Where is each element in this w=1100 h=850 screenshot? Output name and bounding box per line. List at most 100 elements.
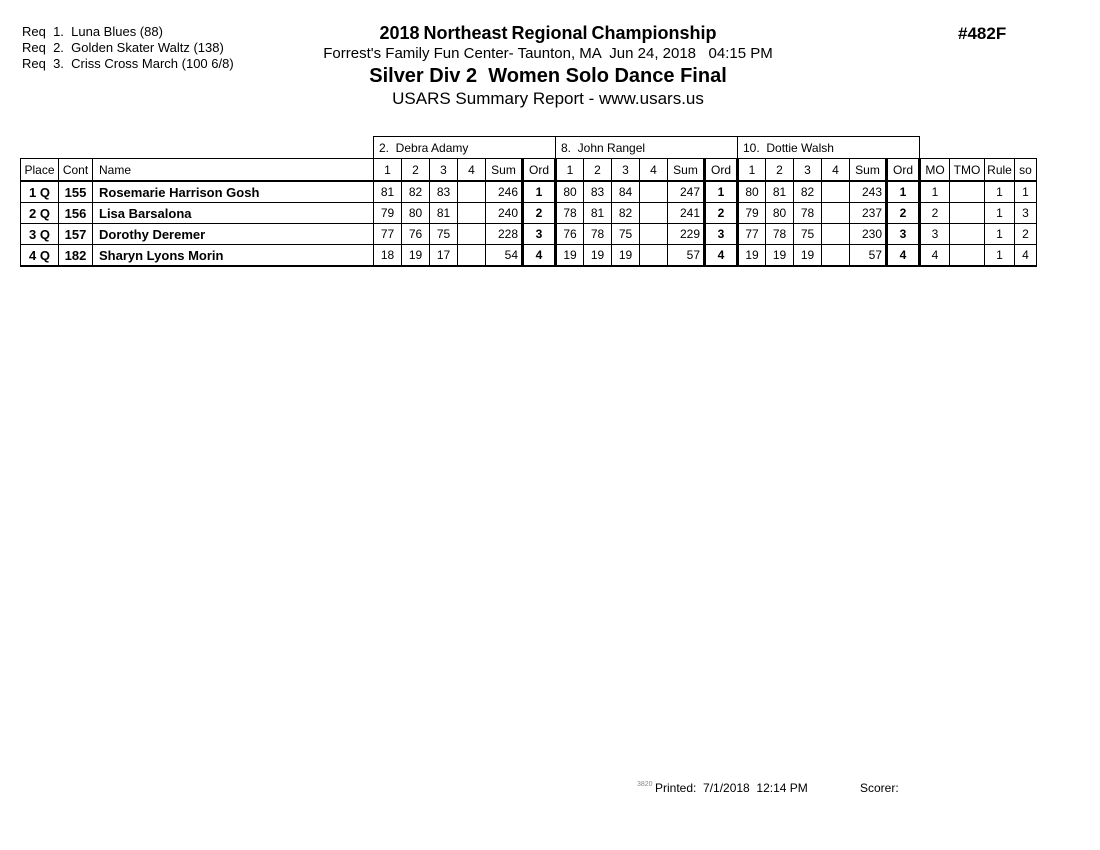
- cell-mo: 4: [919, 244, 950, 267]
- cell-judge3-score3: 82: [793, 180, 822, 203]
- scorer-label: Scorer:: [860, 781, 899, 795]
- col-header-judge2-sum: Sum: [667, 158, 705, 182]
- cell-so: 3: [1014, 202, 1037, 224]
- cell-judge1-score2: 76: [401, 223, 430, 245]
- cell-judge2-score4: [639, 180, 668, 203]
- report-number: #482F: [958, 24, 1007, 43]
- cell-judge1-score2: 19: [401, 244, 430, 267]
- cell-rule: 1: [984, 180, 1015, 203]
- cell-place: 3 Q: [20, 223, 59, 245]
- cell-so: 2: [1014, 223, 1037, 245]
- cell-judge2-score3: 84: [611, 180, 640, 203]
- cell-judge1-sum: 240: [485, 202, 523, 224]
- table-row-2: 2 Q 156 Lisa Barsalona 79 80 81 240 2 78 81 82 241 2…: [20, 202, 1037, 224]
- table-row-3: 3 Q 157 Dorothy Deremer 77 76 75 228 3 76 78 75 229…: [20, 223, 1037, 245]
- judge-header-3: 10. Dottie Walsh: [737, 136, 920, 159]
- cell-judge2-ord: 3: [703, 223, 739, 245]
- report-type-line: USARS Summary Report - www.usars.us: [392, 89, 704, 108]
- cell-judge2-score1: 76: [555, 223, 584, 245]
- cell-judge2-score2: 78: [583, 223, 612, 245]
- col-header-judge1-1: 1: [373, 158, 402, 182]
- cell-judge3-ord: 3: [885, 223, 921, 245]
- cell-judge3-score3: 75: [793, 223, 822, 245]
- cell-judge2-sum: 57: [667, 244, 705, 267]
- cell-judge3-score4: [821, 202, 850, 224]
- requirement-line-1: Req 1. Luna Blues (88): [22, 24, 163, 39]
- cell-cont: 156: [58, 202, 93, 224]
- cell-judge2-score2: 83: [583, 180, 612, 203]
- cell-judge2-sum: 229: [667, 223, 705, 245]
- cell-judge2-ord: 2: [703, 202, 739, 224]
- cell-tmo: [949, 244, 985, 267]
- cell-name: Dorothy Deremer: [92, 223, 374, 245]
- cell-judge2-ord: 4: [703, 244, 739, 267]
- cell-judge2-score1: 78: [555, 202, 584, 224]
- cell-judge1-score4: [457, 244, 486, 267]
- cell-rule: 1: [984, 202, 1015, 224]
- cell-judge1-ord: 2: [521, 202, 557, 224]
- cell-place: 2 Q: [20, 202, 59, 224]
- cell-judge3-ord: 4: [885, 244, 921, 267]
- cell-judge3-score2: 80: [765, 202, 794, 224]
- cell-judge2-score3: 75: [611, 223, 640, 245]
- cell-tmo: [949, 180, 985, 203]
- cell-judge1-ord: 4: [521, 244, 557, 267]
- col-header-judge1-sum: Sum: [485, 158, 523, 182]
- cell-judge1-score2: 82: [401, 180, 430, 203]
- cell-judge1-sum: 54: [485, 244, 523, 267]
- col-header-judge2-1: 1: [555, 158, 584, 182]
- col-header-mo: MO: [919, 158, 950, 182]
- cell-mo: 2: [919, 202, 950, 224]
- requirement-line-3: Req 3. Criss Cross March (100 6/8): [22, 56, 234, 71]
- judge-row-right-spacer: [919, 136, 1037, 159]
- cell-judge2-ord: 1: [703, 180, 739, 203]
- cell-judge1-ord: 1: [521, 180, 557, 203]
- col-header-judge1-ord: Ord: [521, 158, 557, 182]
- cell-judge3-sum: 57: [849, 244, 887, 267]
- cell-rule: 1: [984, 223, 1015, 245]
- cell-judge1-score3: 75: [429, 223, 458, 245]
- cell-judge1-score4: [457, 202, 486, 224]
- cell-judge2-score1: 19: [555, 244, 584, 267]
- cell-judge3-sum: 243: [849, 180, 887, 203]
- cell-judge3-score4: [821, 244, 850, 267]
- cell-name: Sharyn Lyons Morin: [92, 244, 374, 267]
- cell-judge3-score4: [821, 180, 850, 203]
- col-header-judge3-ord: Ord: [885, 158, 921, 182]
- col-header-judge2-ord: Ord: [703, 158, 739, 182]
- cell-tmo: [949, 223, 985, 245]
- cell-judge3-score1: 77: [737, 223, 766, 245]
- cell-judge3-score3: 19: [793, 244, 822, 267]
- cell-judge1-score1: 81: [373, 180, 402, 203]
- cell-judge3-score1: 19: [737, 244, 766, 267]
- cell-judge3-sum: 230: [849, 223, 887, 245]
- cell-judge3-score4: [821, 223, 850, 245]
- cell-judge1-score1: 77: [373, 223, 402, 245]
- table-row-4: 4 Q 182 Sharyn Lyons Morin 18 19 17 54 4 19 19 19 5…: [20, 244, 1037, 267]
- cell-judge1-score2: 80: [401, 202, 430, 224]
- cell-judge3-ord: 2: [885, 202, 921, 224]
- cell-judge1-ord: 3: [521, 223, 557, 245]
- col-header-judge2-2: 2: [583, 158, 612, 182]
- col-header-judge1-4: 4: [457, 158, 486, 182]
- cell-judge3-score1: 79: [737, 202, 766, 224]
- judge-header-2: 8. John Rangel: [555, 136, 738, 159]
- cell-judge2-score1: 80: [555, 180, 584, 203]
- cell-judge1-score3: 81: [429, 202, 458, 224]
- cell-judge2-score4: [639, 202, 668, 224]
- cell-place: 4 Q: [20, 244, 59, 267]
- cell-cont: 182: [58, 244, 93, 267]
- cell-judge2-score4: [639, 244, 668, 267]
- cell-place: 1 Q: [20, 180, 59, 203]
- cell-judge2-score2: 19: [583, 244, 612, 267]
- cell-judge2-score3: 19: [611, 244, 640, 267]
- title-block: 2018 Northeast Regional Championship For…: [0, 22, 1096, 110]
- col-header-cont: Cont: [58, 158, 93, 182]
- cell-so: 1: [1014, 180, 1037, 203]
- cell-judge3-sum: 237: [849, 202, 887, 224]
- col-header-judge2-4: 4: [639, 158, 668, 182]
- col-header-judge3-2: 2: [765, 158, 794, 182]
- col-header-place: Place: [20, 158, 59, 182]
- col-header-rule: Rule: [984, 158, 1015, 182]
